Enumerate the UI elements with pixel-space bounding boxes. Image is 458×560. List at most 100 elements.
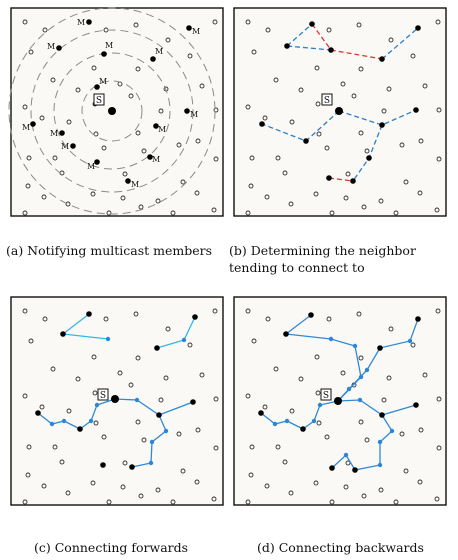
member-label: M	[47, 42, 55, 51]
forwarder-node	[343, 452, 349, 458]
path-red	[328, 177, 354, 182]
source-label-box: S	[97, 388, 109, 401]
forwarder-node	[181, 337, 187, 343]
member-node	[309, 21, 315, 27]
forwarder-node	[49, 421, 55, 427]
source-node	[334, 397, 342, 405]
member-node	[60, 331, 66, 337]
forwarder-nodes	[272, 336, 413, 468]
caption-d: (d) Connecting backwards	[257, 540, 424, 555]
member-label: M	[158, 125, 166, 134]
member-node	[329, 465, 335, 471]
edge-blue	[114, 398, 194, 416]
member-node	[308, 312, 314, 318]
member-node	[283, 331, 289, 337]
forwarder-node	[358, 374, 364, 380]
source-node	[108, 107, 116, 115]
member-node	[94, 84, 100, 90]
path-blue	[286, 45, 332, 51]
forwarder-nodes	[49, 336, 187, 466]
member-node	[56, 45, 62, 51]
forwarder-node	[352, 343, 358, 349]
member-node	[150, 56, 156, 62]
ring-3	[30, 29, 194, 193]
member-label: M	[87, 162, 95, 171]
member-node	[147, 154, 153, 160]
forwarder-node	[389, 428, 395, 434]
member-node	[154, 345, 160, 351]
member-nodes	[35, 311, 198, 470]
member-node	[35, 410, 41, 416]
member-label: M	[61, 142, 69, 151]
ring-2	[53, 52, 171, 170]
member-node	[415, 316, 421, 322]
member-node	[413, 402, 419, 408]
edge-blue	[260, 412, 304, 430]
member-node	[101, 51, 107, 57]
forwarder-node	[377, 462, 383, 468]
source-label: S	[96, 96, 102, 106]
forwarder-node	[94, 402, 100, 408]
forwarder-node	[148, 460, 154, 466]
panel-a: M M M M M M M M M M M M M M S	[8, 7, 224, 217]
member-node	[379, 122, 385, 128]
forwarder-node	[364, 367, 370, 373]
source-node	[111, 395, 119, 403]
member-label: M	[99, 77, 107, 86]
panel-d: S	[233, 296, 447, 506]
member-node	[379, 56, 385, 62]
edge-blue	[337, 399, 417, 416]
source-node	[335, 107, 343, 115]
member-node	[415, 25, 421, 31]
forwarder-node	[346, 386, 352, 392]
member-node	[377, 345, 383, 351]
member-node	[59, 130, 65, 136]
forwarder-node	[311, 418, 317, 424]
member-nodes	[258, 312, 421, 473]
member-node	[186, 25, 192, 31]
forwarder-node	[407, 338, 413, 344]
forwarder-node	[134, 397, 140, 403]
member-node	[184, 108, 190, 114]
forwarder-node	[328, 336, 334, 342]
member-label: M	[152, 155, 160, 164]
path-blue	[286, 23, 313, 47]
member-node	[94, 159, 100, 165]
edge-light-blue	[62, 313, 90, 335]
member-node	[352, 467, 358, 473]
member-node	[192, 314, 198, 320]
member-node	[366, 155, 372, 161]
edge-blue	[79, 398, 116, 430]
member-label: M	[131, 180, 139, 189]
edge-light-blue	[62, 333, 109, 340]
member-node	[129, 464, 135, 470]
ring-1	[81, 80, 143, 142]
edge-blue	[285, 314, 312, 335]
forwarder-node	[149, 439, 155, 445]
member-node	[190, 399, 196, 405]
forwarder-node	[61, 418, 67, 424]
member-label: M	[50, 129, 58, 138]
member-node	[258, 410, 264, 416]
member-node	[350, 178, 356, 184]
forwarder-node	[377, 439, 383, 445]
member-node	[259, 121, 265, 127]
forwarder-node	[163, 428, 169, 434]
member-node	[100, 462, 106, 468]
member-label: M	[155, 47, 163, 56]
edge-blue	[337, 318, 419, 402]
member-node	[300, 426, 306, 432]
member-node	[284, 43, 290, 49]
member-node	[303, 138, 309, 144]
panel-b: S	[233, 7, 447, 217]
source-label-box: S	[93, 93, 105, 106]
panel-c: S	[10, 296, 224, 506]
member-node	[379, 412, 385, 418]
member-label: M	[105, 41, 113, 50]
member-labels: M M M M M M M M M M M M M M	[22, 18, 200, 189]
edge-blue	[302, 400, 339, 430]
ring-4	[8, 7, 216, 215]
member-node	[153, 123, 159, 129]
multicast-members	[30, 19, 192, 184]
